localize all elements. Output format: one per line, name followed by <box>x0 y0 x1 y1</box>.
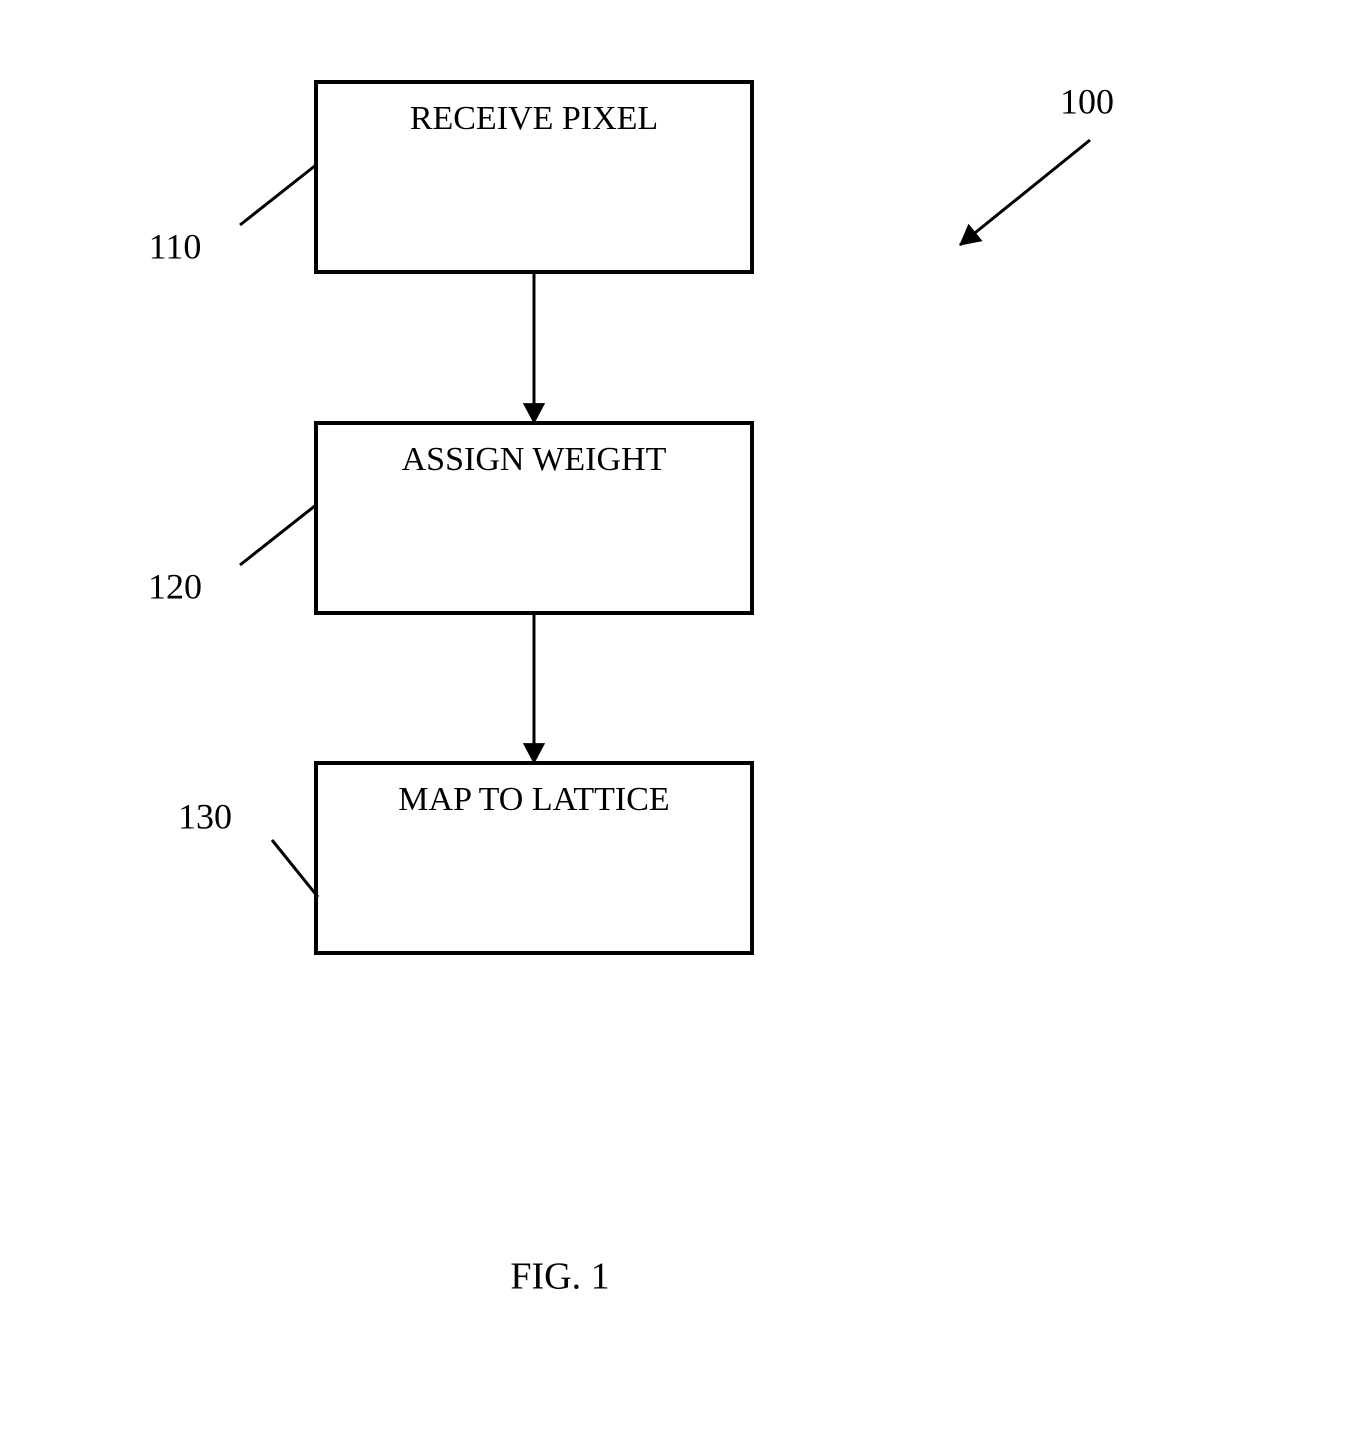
node-label: MAP TO LATTICE <box>398 781 669 818</box>
ref-leader <box>272 840 318 897</box>
flow-edge <box>524 272 545 423</box>
ref-label: 110 <box>149 226 202 266</box>
arrowhead-icon <box>524 404 545 423</box>
ref-label: 120 <box>148 566 202 606</box>
figure-caption: FIG. 1 <box>510 1256 609 1298</box>
flow-node-receive-pixel: RECEIVE PIXEL 110 <box>149 82 752 272</box>
overall-ref-arrow <box>960 140 1090 245</box>
overall-ref: 100 <box>960 81 1114 245</box>
overall-ref-label: 100 <box>1060 81 1114 121</box>
ref-label: 130 <box>178 796 232 836</box>
arrowhead-icon <box>960 225 982 245</box>
ref-leader <box>240 505 316 565</box>
flow-node-map-to-lattice: MAP TO LATTICE 130 <box>178 763 752 953</box>
flow-edge <box>524 613 545 763</box>
node-label: ASSIGN WEIGHT <box>402 441 667 478</box>
ref-leader <box>240 165 316 225</box>
node-label: RECEIVE PIXEL <box>410 100 658 137</box>
arrowhead-icon <box>524 744 545 763</box>
flow-node-assign-weight: ASSIGN WEIGHT 120 <box>148 423 752 613</box>
